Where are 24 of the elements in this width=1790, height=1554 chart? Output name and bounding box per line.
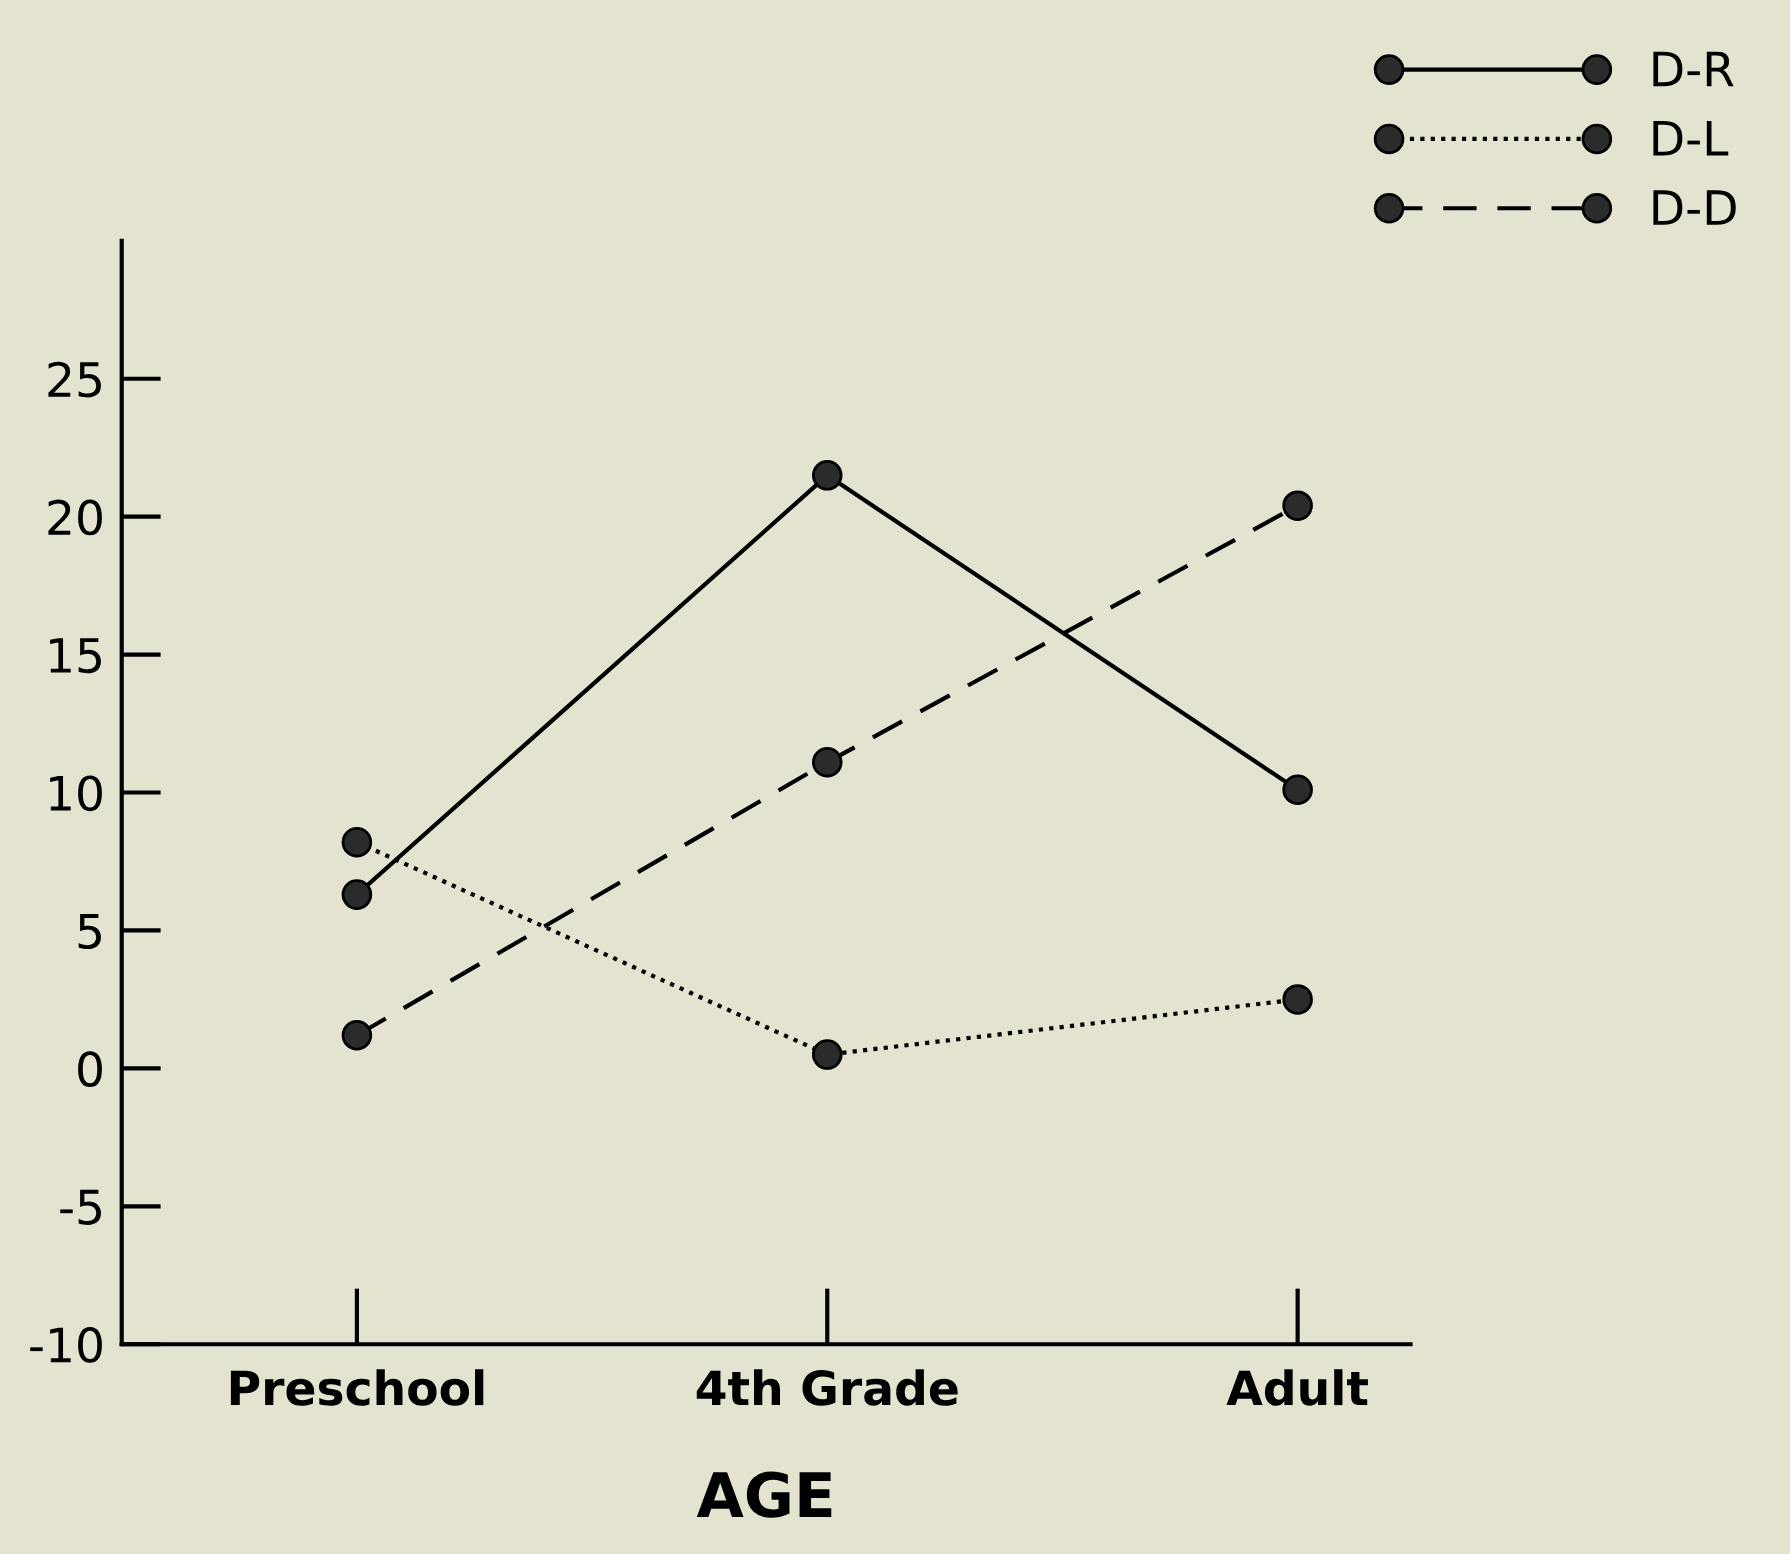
point xyxy=(811,746,843,778)
y-tick-label: 15 xyxy=(50,638,101,674)
point xyxy=(341,1020,373,1051)
x-tick-label: Preschool xyxy=(230,1369,484,1406)
point xyxy=(1282,984,1313,1015)
y-tick-label: 20 xyxy=(48,499,102,536)
legend-label: D-R xyxy=(1653,51,1734,87)
legend-label: D-L xyxy=(1653,121,1729,156)
y-tick-label: -10 xyxy=(30,1327,102,1363)
y-tick-label: 5 xyxy=(78,913,101,950)
x-axis-title: AGE xyxy=(696,1471,832,1518)
y-tick-label: 0 xyxy=(78,1051,102,1087)
point xyxy=(1282,774,1313,806)
legend-label: D-D xyxy=(1653,190,1736,225)
point xyxy=(341,879,373,910)
y-tick-label: -5 xyxy=(60,1189,101,1225)
y-tick-label: 25 xyxy=(48,361,101,398)
x-tick-label: Adult xyxy=(1226,1369,1368,1406)
y-tick-label: 10 xyxy=(50,775,102,812)
point xyxy=(1282,490,1313,521)
point xyxy=(811,460,843,491)
point xyxy=(341,826,373,858)
x-tick-label: 4th Grade xyxy=(696,1369,958,1406)
point xyxy=(811,1039,843,1070)
